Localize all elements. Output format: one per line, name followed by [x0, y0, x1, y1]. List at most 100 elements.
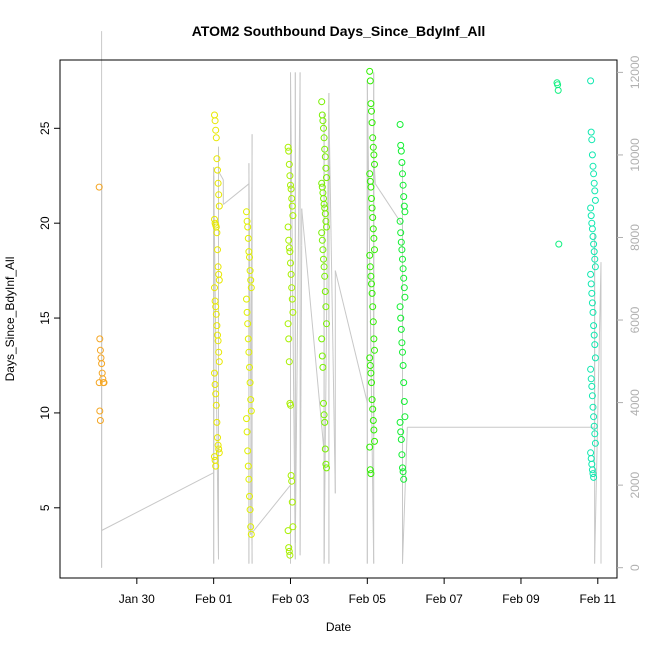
scatter-point: [397, 325, 405, 333]
scatter-point: [323, 464, 330, 472]
scatter-point: [399, 362, 407, 369]
scatter-point: [321, 145, 329, 153]
scatter-point: [399, 348, 406, 356]
scatter-point: [285, 358, 293, 366]
scatter-point: [247, 276, 255, 284]
y2-axis-tick-label: 4000: [628, 389, 642, 416]
scatter-point: [96, 346, 104, 354]
scatter-point: [212, 462, 220, 470]
scatter-point: [369, 143, 377, 151]
x-axis-tick-label: Feb 11: [580, 592, 617, 606]
scatter-point: [554, 86, 562, 94]
scatter-point: [320, 195, 327, 202]
scatter-point: [99, 375, 107, 383]
right-axis-series-segment: [374, 183, 403, 226]
scatter-point: [589, 403, 597, 411]
scatter-point: [211, 111, 218, 119]
scatter-point: [244, 320, 252, 328]
scatter-point: [247, 530, 255, 538]
scatter-point: [213, 155, 221, 163]
scatter-point: [244, 335, 252, 343]
scatter-point: [396, 303, 404, 311]
scatter-point: [589, 470, 597, 478]
scatter-point: [212, 390, 220, 398]
y2-axis-tick-label: 10000: [628, 138, 642, 172]
scatter-point: [398, 246, 406, 254]
scatter-point: [321, 272, 329, 280]
scatter-point: [95, 183, 103, 191]
scatter-point: [397, 238, 405, 246]
scatter-point: [215, 358, 223, 366]
scatter-point: [588, 460, 596, 468]
scatter-point: [214, 441, 222, 449]
scatter-point: [590, 422, 598, 430]
scatter-point: [214, 166, 221, 174]
scatter-point: [286, 172, 294, 180]
scatter-point: [285, 160, 293, 168]
scatter-point: [247, 284, 255, 292]
scatter-point: [214, 434, 221, 442]
scatter-point: [368, 119, 376, 127]
scatter-point: [318, 236, 326, 244]
scatter-point: [370, 151, 378, 159]
scatter-point: [555, 240, 563, 248]
scatter-point: [211, 117, 219, 125]
plot-frame: [59, 59, 618, 579]
scatter-point: [287, 270, 295, 278]
scatter-point: [366, 251, 374, 259]
y-axis-tick-label: 5: [38, 504, 52, 511]
scatter-point: [319, 117, 327, 125]
scatter-point: [288, 295, 296, 303]
scatter-point: [243, 308, 251, 316]
scatter-point: [590, 331, 598, 339]
scatter-point: [285, 147, 293, 155]
scatter-point: [587, 128, 595, 136]
x-axis-tick-label: Feb 09: [502, 592, 540, 606]
scatter-point: [284, 143, 292, 151]
scatter-point: [319, 363, 327, 371]
scatter-point: [96, 417, 104, 424]
scatter-point: [247, 407, 255, 415]
scatter-point: [591, 255, 599, 263]
scatter-point: [246, 363, 253, 371]
scatter-point: [368, 396, 376, 404]
right-axis-series-segment: [594, 262, 602, 564]
right-axis-series-segment: [402, 427, 408, 564]
right-axis-series-segment: [334, 270, 368, 403]
right-axis-series-segment: [373, 154, 376, 184]
scatter-point: [369, 225, 377, 233]
scatter-point: [401, 293, 409, 301]
scatter-point: [246, 492, 253, 500]
scatter-point: [367, 272, 375, 280]
scatter-point: [285, 236, 293, 244]
scatter-point: [588, 466, 596, 474]
scatter-point: [366, 67, 374, 75]
scatter-point: [97, 354, 105, 362]
scatter-point: [591, 263, 599, 271]
scatter-point: [289, 212, 297, 220]
scatter-point: [96, 335, 104, 343]
scatter-point: [587, 365, 595, 373]
right-axis-series-segment: [290, 72, 296, 560]
right-axis-series-segment: [328, 105, 336, 494]
scatter-point: [246, 379, 254, 387]
scatter-point: [369, 318, 377, 326]
scatter-point: [590, 240, 598, 248]
scatter-point: [321, 153, 329, 161]
y2-axis-tick-label: 8000: [628, 224, 642, 251]
scatter-point: [214, 246, 221, 254]
y2-axis-tick-label: 6000: [628, 306, 642, 333]
scatter-point: [399, 181, 407, 189]
scatter-point: [399, 464, 406, 472]
scatter-point: [323, 223, 330, 231]
scatter-point: [287, 185, 295, 193]
scatter-point: [369, 417, 377, 424]
x-axis-tick-label: Feb 03: [272, 592, 310, 606]
scatter-point: [243, 428, 251, 436]
scatter-point: [588, 392, 596, 400]
scatter-point: [213, 229, 221, 237]
scatter-point: [98, 360, 106, 368]
scatter-point: [322, 164, 330, 172]
